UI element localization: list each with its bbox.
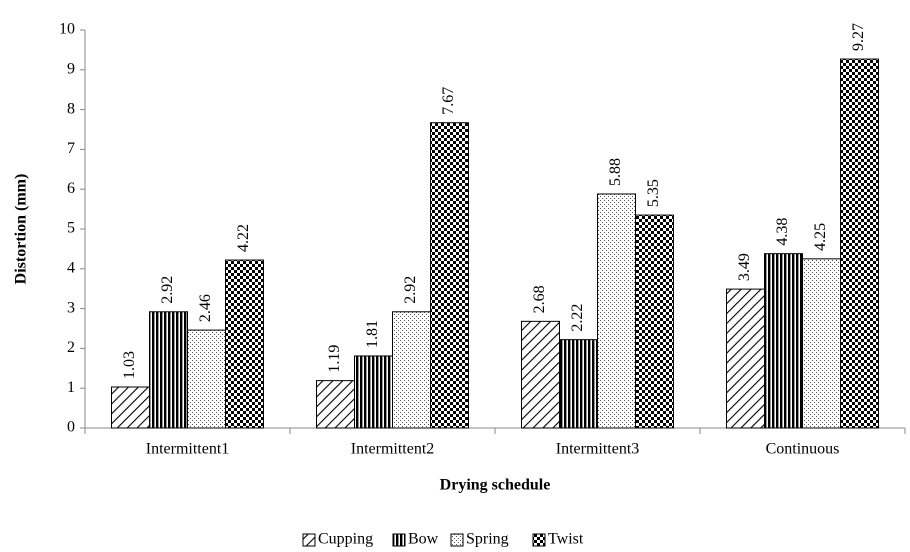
bar bbox=[840, 58, 879, 429]
legend-label: Twist bbox=[548, 531, 584, 548]
data-label: 2.46 bbox=[197, 294, 214, 322]
data-label: 3.49 bbox=[736, 253, 753, 281]
bar bbox=[430, 122, 469, 429]
x-tick-label: Intermittent3 bbox=[556, 441, 640, 458]
legend-swatch bbox=[532, 533, 546, 547]
legend-label: Bow bbox=[408, 531, 439, 548]
y-tick-label: 0 bbox=[67, 419, 75, 436]
bar bbox=[392, 311, 431, 429]
data-label: 2.68 bbox=[531, 285, 548, 313]
bar bbox=[559, 339, 598, 429]
y-axis-title: Distortion (mm) bbox=[13, 174, 30, 285]
data-label: 1.81 bbox=[364, 320, 381, 348]
legend-label: Cupping bbox=[318, 531, 373, 548]
bar bbox=[597, 193, 636, 429]
y-tick-label: 3 bbox=[67, 299, 75, 316]
y-tick-label: 1 bbox=[67, 379, 75, 396]
x-tick-label: Intermittent2 bbox=[351, 441, 435, 458]
x-tick-label: Continuous bbox=[766, 441, 840, 458]
x-axis-title: Drying schedule bbox=[440, 477, 551, 494]
legend-swatch bbox=[450, 533, 464, 547]
data-label: 4.22 bbox=[235, 224, 252, 252]
legend-swatch bbox=[302, 533, 316, 547]
bar bbox=[802, 258, 841, 429]
data-label: 2.92 bbox=[402, 276, 419, 304]
bar bbox=[187, 329, 226, 429]
x-tick-label: Intermittent1 bbox=[146, 441, 230, 458]
bar bbox=[521, 320, 560, 429]
data-label: 9.27 bbox=[850, 23, 867, 51]
y-tick-label: 4 bbox=[67, 259, 75, 276]
data-label: 7.67 bbox=[440, 87, 457, 115]
data-label: 4.38 bbox=[774, 218, 791, 246]
data-label: 4.25 bbox=[812, 223, 829, 251]
data-label: 2.22 bbox=[569, 304, 586, 332]
bar bbox=[149, 311, 188, 429]
bar bbox=[635, 214, 674, 429]
bar bbox=[726, 288, 765, 429]
y-tick-label: 2 bbox=[67, 339, 75, 356]
bar bbox=[111, 386, 150, 429]
legend-label: Spring bbox=[466, 531, 509, 548]
data-label: 1.03 bbox=[121, 351, 138, 379]
y-tick-label: 8 bbox=[67, 100, 75, 117]
y-tick-label: 10 bbox=[59, 21, 75, 38]
data-label: 5.35 bbox=[645, 179, 662, 207]
data-label: 2.92 bbox=[159, 276, 176, 304]
legend-swatch bbox=[392, 533, 406, 547]
y-tick-label: 6 bbox=[67, 180, 75, 197]
data-label: 5.88 bbox=[607, 158, 624, 186]
y-tick-label: 9 bbox=[67, 60, 75, 77]
y-tick-label: 5 bbox=[67, 220, 75, 237]
data-label: 1.19 bbox=[326, 345, 343, 373]
bar bbox=[225, 259, 264, 429]
bar bbox=[354, 355, 393, 429]
y-tick-label: 7 bbox=[67, 140, 75, 157]
bar bbox=[764, 253, 803, 429]
bar bbox=[316, 380, 355, 429]
